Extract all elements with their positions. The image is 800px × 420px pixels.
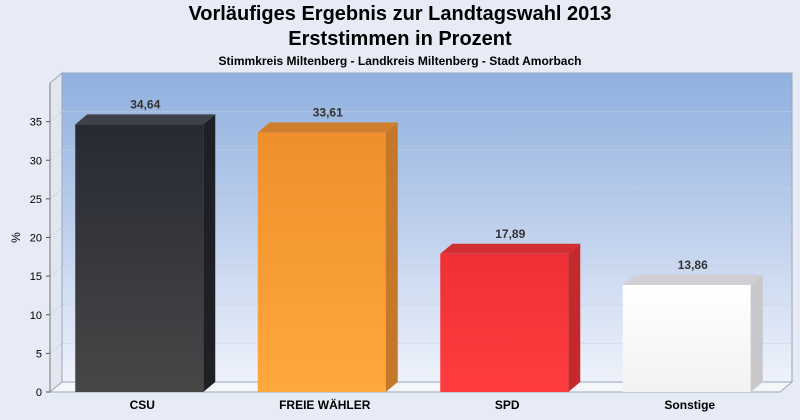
gridline <box>49 188 792 200</box>
data-label: 13,86 <box>678 258 708 272</box>
bar-side <box>203 114 216 392</box>
y-tick-label: 0 <box>36 387 42 399</box>
gridline <box>49 149 792 161</box>
chart-subtitle: Erststimmen in Prozent <box>288 28 512 50</box>
y-tick-label: 15 <box>30 271 42 283</box>
bar-side <box>385 122 398 393</box>
bar <box>75 124 204 392</box>
chart-subtitle-region: Stimmkreis Miltenberg - Landkreis Milten… <box>218 54 582 68</box>
bar-side <box>568 243 581 392</box>
y-tick-label: 35 <box>30 117 42 129</box>
gridline <box>49 342 792 354</box>
gridline <box>49 227 792 238</box>
data-label: 34,64 <box>130 97 160 111</box>
y-tick-label: 5 <box>36 348 42 360</box>
plot-side-wall <box>49 71 63 394</box>
x-tick-label: Sonstige <box>664 398 715 412</box>
bar <box>622 284 751 392</box>
y-axis-label: % <box>9 232 23 243</box>
bar <box>257 132 386 393</box>
y-tick-label: 20 <box>30 233 42 245</box>
x-tick-label: SPD <box>495 398 520 412</box>
bar-side <box>750 274 763 392</box>
gridline <box>49 304 792 316</box>
bar-top <box>75 114 216 125</box>
bar-top <box>440 243 581 254</box>
y-tick-label: 30 <box>30 155 42 167</box>
gridline <box>49 265 792 277</box>
x-tick-label: FREIE WÄHLER <box>279 397 371 412</box>
data-label: 17,89 <box>495 227 525 241</box>
y-tick-label: 25 <box>30 194 42 206</box>
x-tick-label: CSU <box>130 398 155 412</box>
gridline <box>49 111 792 123</box>
y-tick-label: 10 <box>30 310 42 322</box>
bar <box>440 253 569 392</box>
chart-title: Vorläufiges Ergebnis zur Landtagswahl 20… <box>188 3 612 25</box>
bar-top <box>257 122 398 133</box>
bar-top <box>622 274 763 285</box>
data-label: 33,61 <box>313 105 343 119</box>
